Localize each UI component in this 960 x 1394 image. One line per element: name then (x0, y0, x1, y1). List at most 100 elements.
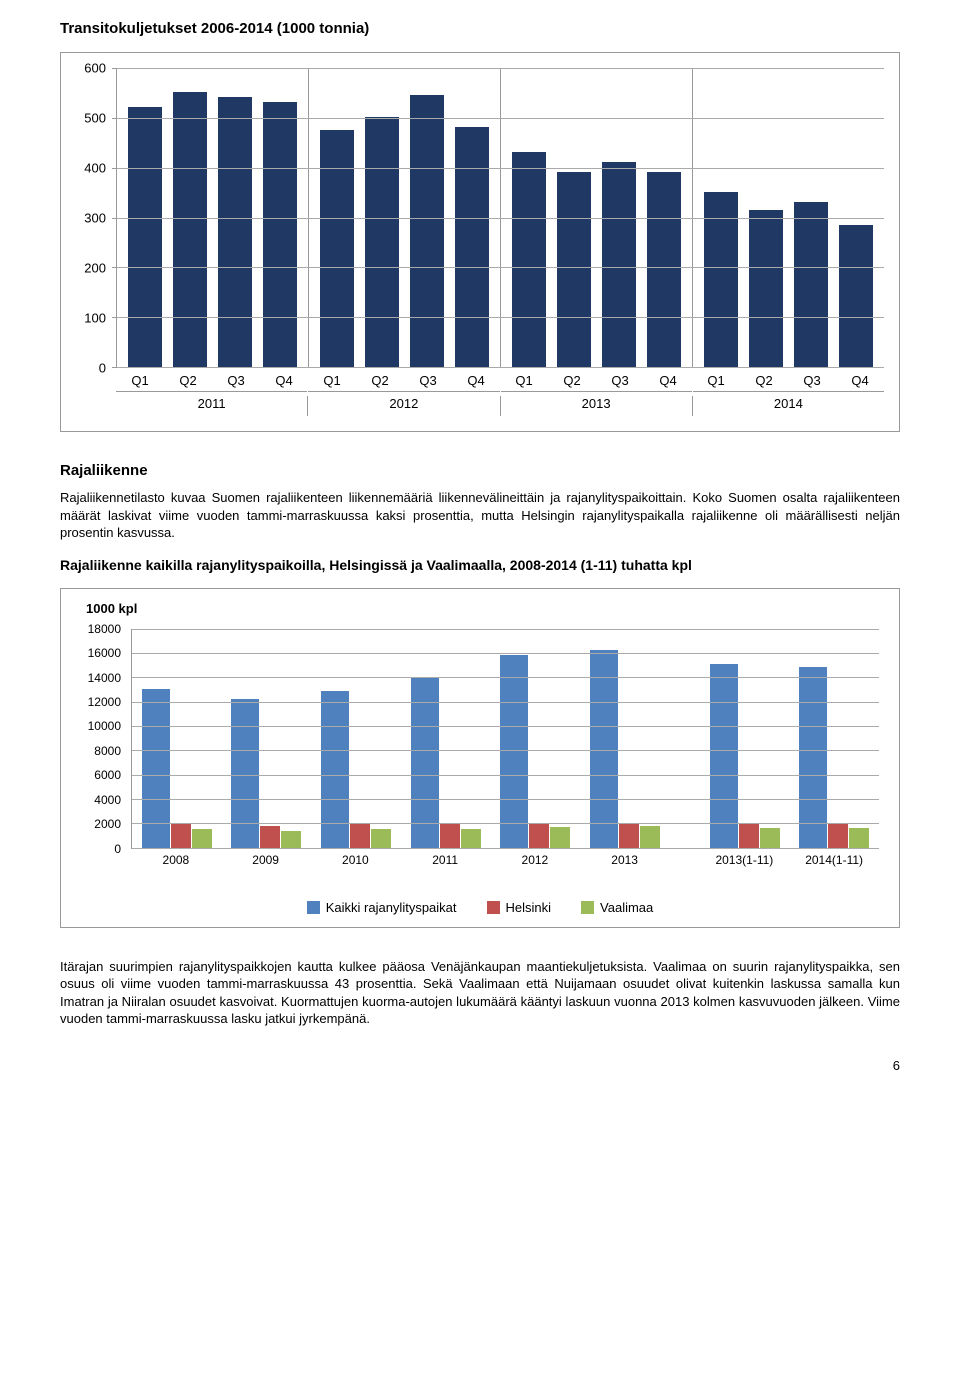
section-heading: Rajaliikenne (60, 462, 900, 479)
chart2-bar (640, 826, 660, 847)
chart2-ytick-label: 14000 (88, 671, 121, 685)
chart1-gridline (117, 68, 884, 69)
chart1-plot (116, 68, 884, 368)
chart1-quarter-label: Q2 (548, 373, 596, 393)
chart1-bar (839, 225, 873, 368)
chart1-year-label: 2013 (501, 396, 693, 416)
chart1-bar (749, 210, 783, 368)
chart2-category (789, 629, 879, 848)
chart1-bar (647, 172, 681, 367)
chart1-gridline (117, 118, 884, 119)
chart1-quarter-label: Q2 (164, 373, 212, 393)
chart1-bar (794, 202, 828, 367)
chart2-x-label: 2009 (221, 853, 311, 867)
chart1: 0100200300400500600 Q1Q2Q3Q4Q1Q2Q3Q4Q1Q2… (60, 52, 900, 432)
chart2-bar (760, 828, 780, 848)
chart2-gridline (132, 775, 879, 776)
chart1-gridline (117, 317, 884, 318)
chart2-bar (550, 827, 570, 848)
chart2-bar (281, 831, 301, 848)
chart2: 1000 kpl 0200040006000800010000120001400… (60, 588, 900, 928)
chart2-category (700, 629, 790, 848)
chart1-bar (512, 152, 546, 367)
chart1-year-label: 2011 (116, 396, 308, 416)
chart2-bar (529, 824, 549, 848)
chart1-bar (128, 107, 162, 367)
chart1-ytick-label: 400 (84, 161, 106, 176)
chart1-quarter-label: Q3 (596, 373, 644, 393)
chart2-subtitle: Rajaliikenne kaikilla rajanylityspaikoil… (60, 557, 900, 573)
chart2-bar (440, 824, 460, 847)
chart2-x-axis: 2008200920102011201220132013(1-11)2014(1… (131, 853, 879, 867)
chart1-quarter-label: Q1 (116, 373, 164, 393)
chart2-gridline (132, 799, 879, 800)
chart2-ytick-label: 0 (114, 842, 121, 856)
chart1-bar (365, 117, 399, 367)
chart2-gridline (132, 848, 879, 849)
chart2-ytick-label: 6000 (94, 768, 121, 782)
chart2-legend-item: Kaikki rajanylityspaikat (307, 900, 457, 915)
chart2-bar (171, 824, 191, 847)
chart2-category (311, 629, 401, 848)
chart2-legend-swatch (487, 901, 500, 914)
chart2-bar (411, 678, 439, 848)
chart2-category (132, 629, 222, 848)
chart2-bar (799, 667, 827, 848)
chart2-ytick-label: 10000 (88, 719, 121, 733)
chart2-x-label: 2012 (490, 853, 580, 867)
chart1-bar (320, 130, 354, 368)
chart1-ytick-label: 100 (84, 311, 106, 326)
chart2-bar (461, 829, 481, 848)
chart2-legend-item: Helsinki (487, 900, 552, 915)
chart2-legend-swatch (581, 901, 594, 914)
chart2-x-label: 2013(1-11) (700, 853, 790, 867)
chart2-legend-swatch (307, 901, 320, 914)
chart1-quarter-label: Q1 (308, 373, 356, 393)
chart2-ytick-label: 18000 (88, 622, 121, 636)
chart2-legend-label: Kaikki rajanylityspaikat (326, 900, 457, 915)
chart2-category (222, 629, 312, 848)
chart2-gridline (132, 653, 879, 654)
chart2-bar (371, 829, 391, 847)
chart1-x-years: 2011201220132014 (116, 396, 884, 416)
chart2-bar (739, 824, 759, 847)
chart2-bar (828, 824, 848, 848)
chart1-quarter-label: Q4 (452, 373, 500, 393)
chart2-ytick-label: 4000 (94, 793, 121, 807)
chart1-quarter-label: Q1 (692, 373, 740, 393)
chart1-quarter-label: Q4 (260, 373, 308, 393)
chart1-quarter-label: Q3 (404, 373, 452, 393)
chart1-quarter-label: Q1 (500, 373, 548, 393)
chart2-x-label: 2011 (400, 853, 490, 867)
chart2-bar (619, 823, 639, 847)
chart1-quarter-label: Q4 (644, 373, 692, 393)
chart1-ytick-label: 500 (84, 111, 106, 126)
chart1-quarter-label: Q3 (212, 373, 260, 393)
chart2-legend-label: Helsinki (506, 900, 552, 915)
chart2-bar (849, 828, 869, 848)
page-number: 6 (60, 1058, 900, 1073)
chart1-bar (602, 162, 636, 367)
chart1-year-label: 2012 (308, 396, 500, 416)
chart2-bar (260, 826, 280, 848)
chart2-bar (192, 829, 212, 847)
chart2-legend-item: Vaalimaa (581, 900, 653, 915)
chart1-gridline (117, 267, 884, 268)
chart2-y-axis: 0200040006000800010000120001400016000180… (61, 629, 126, 849)
chart1-gridline (117, 367, 884, 368)
chart1-bar (173, 92, 207, 367)
chart2-gridline (132, 726, 879, 727)
chart2-x-label: 2010 (311, 853, 401, 867)
chart2-bar (350, 824, 370, 847)
chart2-category (401, 629, 491, 848)
chart2-ytick-label: 8000 (94, 744, 121, 758)
chart2-gridline (132, 823, 879, 824)
chart2-legend-label: Vaalimaa (600, 900, 653, 915)
chart2-x-label: 2014(1-11) (789, 853, 879, 867)
chart1-quarter-label: Q3 (788, 373, 836, 393)
chart1-gridline (117, 168, 884, 169)
chart1-gridline (117, 218, 884, 219)
chart2-gridline (132, 750, 879, 751)
chart2-x-label: 2013 (580, 853, 670, 867)
chart1-year-label: 2014 (693, 396, 884, 416)
